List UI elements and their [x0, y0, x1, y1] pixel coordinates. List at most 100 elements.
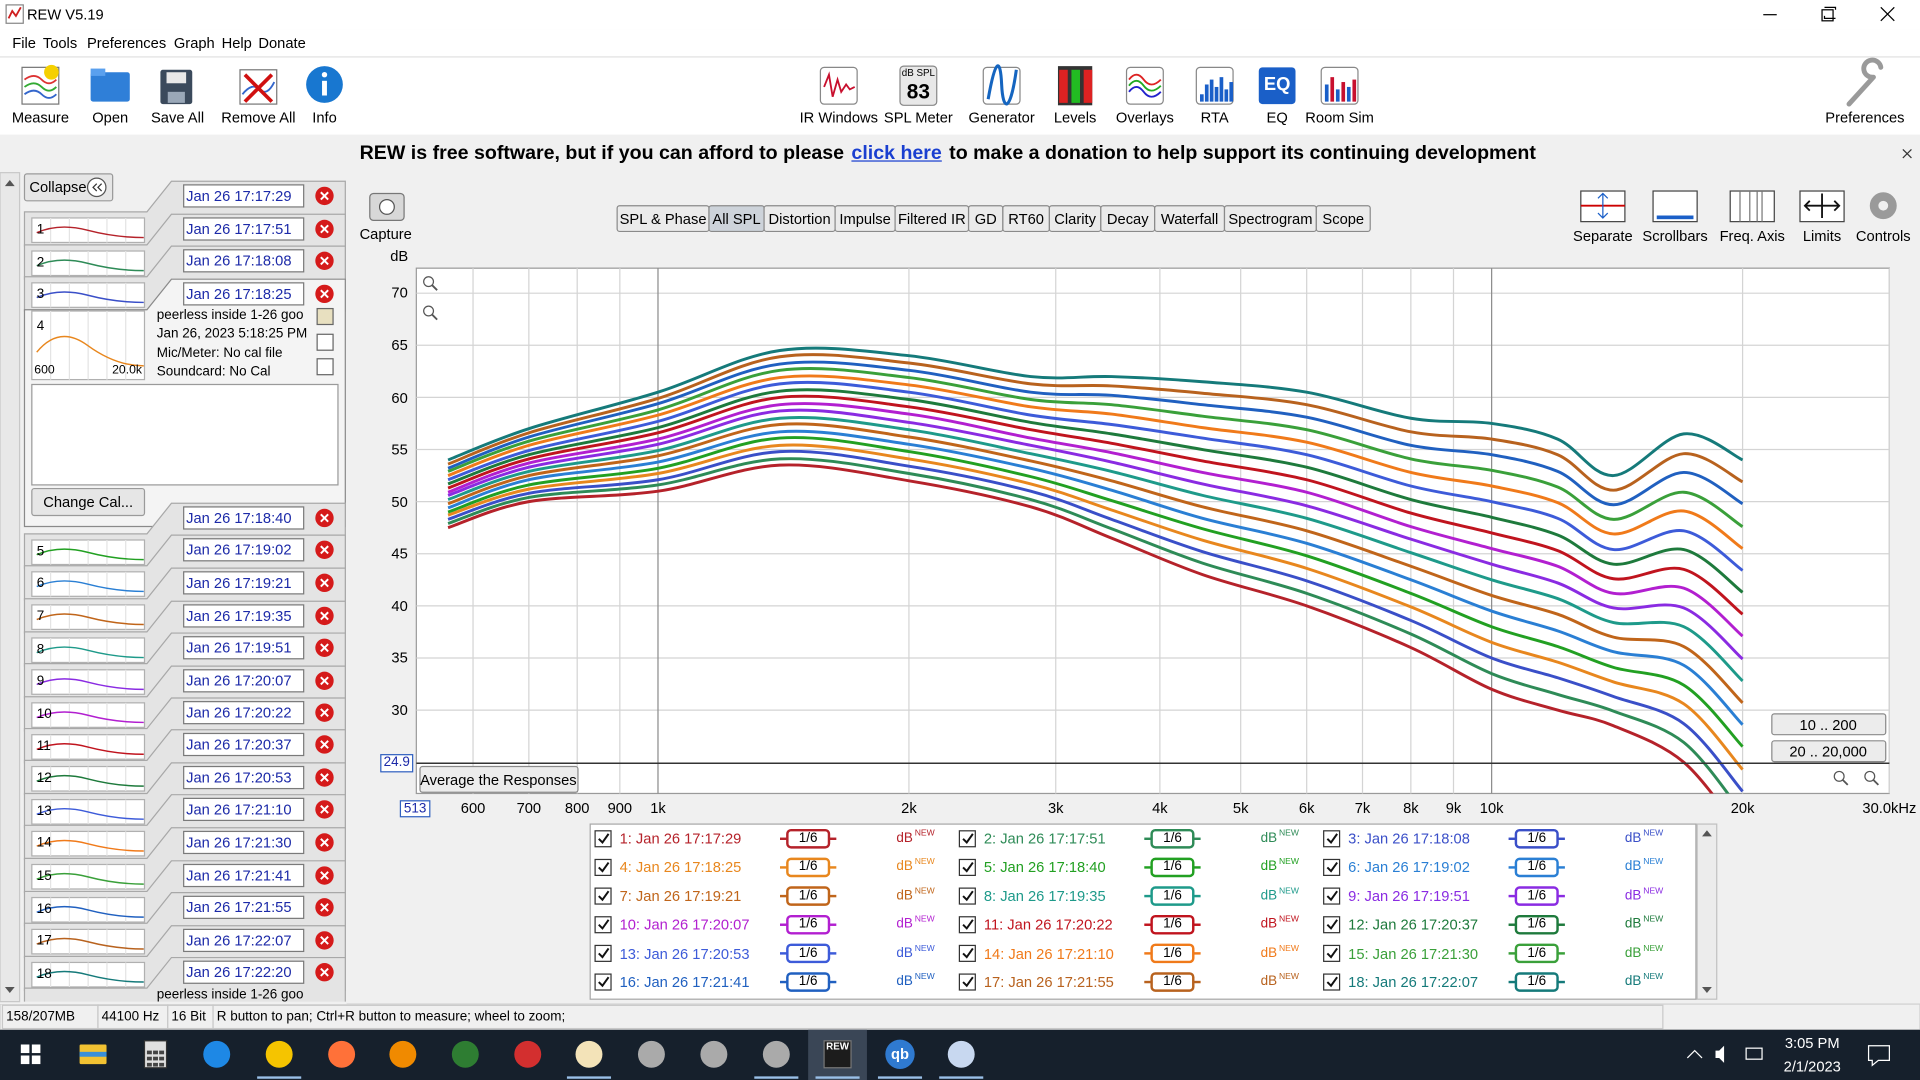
- unit-label[interactable]: dB: [896, 916, 913, 932]
- measurement-number[interactable]: 8: [36, 642, 45, 657]
- smoothing-label[interactable]: 1/6: [1527, 974, 1547, 989]
- legend-entry[interactable]: 5: Jan 26 17:18:40: [983, 858, 1106, 876]
- measurement-date[interactable]: Jan 26 17:18:08: [186, 252, 292, 270]
- toolbar-button-label[interactable]: Room Sim: [1305, 108, 1374, 127]
- menu-item[interactable]: File: [12, 34, 36, 52]
- menu-item[interactable]: Tools: [42, 34, 78, 52]
- measurement-number[interactable]: 1: [36, 222, 45, 237]
- smoothing-label[interactable]: 1/6: [798, 859, 818, 875]
- measurement-number[interactable]: 4: [36, 318, 45, 334]
- smoothing-label[interactable]: 1/6: [1527, 859, 1547, 875]
- legend-entry[interactable]: 11: Jan 26 17:20:22: [983, 916, 1113, 934]
- measurement-date[interactable]: Jan 26 17:21:41: [186, 866, 292, 885]
- unit-label[interactable]: dB: [1260, 888, 1278, 903]
- legend-entry[interactable]: 10: Jan 26 17:20:07: [619, 916, 750, 934]
- legend-entry[interactable]: 6: Jan 26 17:19:02: [1348, 858, 1470, 876]
- unit-label[interactable]: dB: [1624, 859, 1642, 875]
- smoothing-label[interactable]: 1/6: [1163, 945, 1182, 961]
- measurement-number[interactable]: 10: [36, 707, 52, 722]
- graph-tool-label[interactable]: Scrollbars: [1642, 227, 1708, 245]
- measurement-date[interactable]: Jan 26 17:19:35: [186, 607, 292, 625]
- smoothing-label[interactable]: 1/6: [1163, 888, 1182, 903]
- legend-entry[interactable]: 8: Jan 26 17:19:35: [983, 887, 1106, 905]
- measurement-number[interactable]: 9: [36, 674, 45, 689]
- unit-label[interactable]: dB: [1260, 974, 1278, 989]
- smoothing-label[interactable]: 1/6: [798, 888, 818, 903]
- donate-link[interactable]: click here: [851, 143, 942, 165]
- measurement-date[interactable]: Jan 26 17:20:22: [186, 704, 292, 722]
- unit-label[interactable]: dB: [896, 974, 913, 989]
- smoothing-label[interactable]: 1/6: [1163, 916, 1182, 932]
- smoothing-label[interactable]: 1/6: [1527, 830, 1547, 846]
- measurement-date[interactable]: Jan 26 17:17:29: [186, 187, 292, 205]
- range-button-label[interactable]: 20 .. 20,000: [1789, 743, 1867, 761]
- measurement-date[interactable]: Jan 26 17:20:07: [186, 672, 292, 690]
- smoothing-label[interactable]: 1/6: [798, 916, 818, 932]
- unit-label[interactable]: dB: [1624, 974, 1642, 989]
- average-button-label[interactable]: Average the Responses: [420, 771, 577, 789]
- smoothing-label[interactable]: 1/6: [1527, 945, 1547, 961]
- unit-label[interactable]: dB: [1260, 859, 1278, 875]
- smoothing-label[interactable]: 1/6: [1527, 916, 1547, 932]
- measurement-number[interactable]: 14: [36, 835, 52, 851]
- toolbar-button-label[interactable]: Generator: [968, 108, 1035, 127]
- toolbar-button-label[interactable]: Overlays: [1115, 108, 1174, 127]
- unit-label[interactable]: dB: [1624, 945, 1642, 961]
- graph-tab-label[interactable]: All SPL: [712, 210, 761, 228]
- unit-label[interactable]: dB: [1260, 830, 1278, 846]
- measurement-number[interactable]: 17: [36, 933, 52, 949]
- legend-entry[interactable]: 18: Jan 26 17:22:07: [1348, 973, 1479, 991]
- toolbar-button-label[interactable]: Info: [312, 108, 337, 127]
- measurement-number[interactable]: 3: [36, 287, 45, 302]
- measurement-date[interactable]: Jan 26 17:19:51: [186, 639, 292, 657]
- measurement-date[interactable]: Jan 26 17:17:51: [186, 220, 292, 238]
- unit-label[interactable]: dB: [1260, 916, 1278, 932]
- graph-tab-label[interactable]: Decay: [1106, 210, 1149, 228]
- toolbar-button-label[interactable]: SPL Meter: [883, 108, 953, 127]
- measurement-number[interactable]: 12: [36, 770, 52, 786]
- graph-tab-label[interactable]: Clarity: [1054, 210, 1096, 228]
- legend-entry[interactable]: 3: Jan 26 17:18:08: [1348, 830, 1470, 848]
- measurement-number[interactable]: 2: [36, 255, 45, 270]
- graph-tab-label[interactable]: Filtered IR: [897, 210, 966, 228]
- unit-label[interactable]: dB: [1624, 830, 1642, 846]
- unit-label[interactable]: dB: [896, 859, 913, 875]
- graph-tool-label[interactable]: Controls: [1855, 227, 1911, 245]
- measurement-date[interactable]: Jan 26 17:21:10: [186, 800, 292, 818]
- toolbar-button-label[interactable]: Preferences: [1825, 108, 1905, 127]
- legend-entry[interactable]: 2: Jan 26 17:17:51: [983, 830, 1106, 848]
- toolbar-button-label[interactable]: RTA: [1200, 108, 1229, 127]
- measurement-number[interactable]: 5: [36, 544, 45, 559]
- measurement-number[interactable]: 18: [36, 966, 52, 982]
- smoothing-label[interactable]: 1/6: [798, 830, 818, 846]
- measurement-date[interactable]: Jan 26 17:18:25: [186, 285, 292, 303]
- measurement-number[interactable]: 15: [36, 868, 52, 884]
- measurement-date[interactable]: Jan 26 17:19:02: [186, 541, 292, 559]
- collapse-button-label[interactable]: Collapse: [29, 178, 87, 196]
- measurement-number[interactable]: 7: [36, 609, 45, 624]
- smoothing-label[interactable]: 1/6: [798, 974, 818, 989]
- measurement-date[interactable]: Jan 26 17:21:30: [186, 833, 292, 852]
- toolbar-button-label[interactable]: Open: [92, 108, 129, 127]
- unit-label[interactable]: dB: [896, 830, 913, 846]
- measurement-date[interactable]: Jan 26 17:22:07: [186, 931, 292, 949]
- measurement-date[interactable]: Jan 26 17:20:37: [186, 735, 292, 754]
- unit-label[interactable]: dB: [1260, 945, 1278, 961]
- toolbar-button-label[interactable]: Levels: [1053, 108, 1097, 127]
- toolbar-button-label[interactable]: Measure: [11, 108, 69, 127]
- legend-entry[interactable]: 12: Jan 26 17:20:37: [1348, 916, 1479, 934]
- graph-tab-label[interactable]: Spectrogram: [1228, 210, 1313, 228]
- unit-label[interactable]: dB: [1624, 916, 1642, 932]
- menu-item[interactable]: Help: [221, 34, 252, 52]
- unit-label[interactable]: dB: [896, 945, 913, 961]
- menu-item[interactable]: Graph: [173, 34, 215, 52]
- smoothing-label[interactable]: 1/6: [1163, 859, 1182, 875]
- graph-tab-label[interactable]: Distortion: [768, 210, 831, 228]
- measurement-date[interactable]: Jan 26 17:22:20: [186, 963, 292, 981]
- unit-label[interactable]: dB: [896, 888, 913, 903]
- legend-entry[interactable]: 4: Jan 26 17:18:25: [619, 858, 742, 876]
- graph-tab-label[interactable]: Waterfall: [1160, 210, 1219, 228]
- graph-tab-label[interactable]: SPL & Phase: [619, 210, 707, 228]
- toolbar-button-label[interactable]: Remove All: [221, 108, 296, 127]
- measurement-number[interactable]: 6: [36, 576, 45, 591]
